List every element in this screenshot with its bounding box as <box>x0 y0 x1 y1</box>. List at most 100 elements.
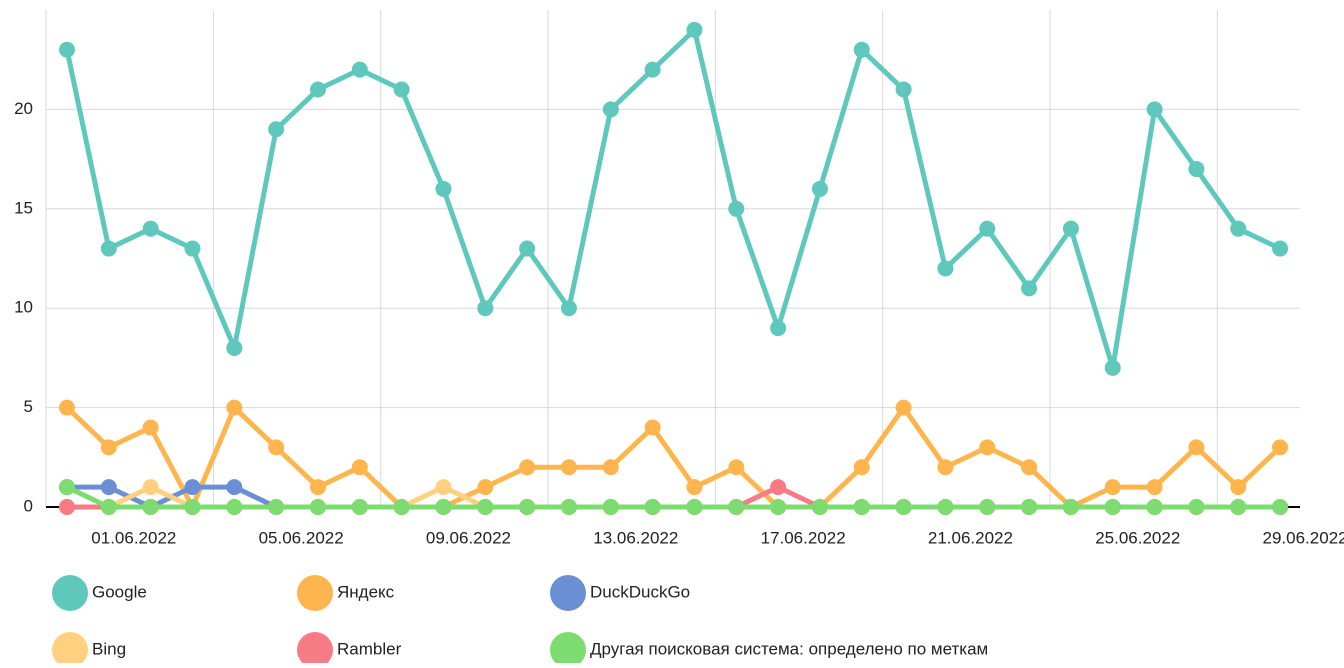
point <box>435 479 452 496</box>
point <box>1146 479 1163 496</box>
point <box>351 61 368 78</box>
point <box>100 439 117 456</box>
point <box>1021 459 1038 476</box>
point <box>1188 439 1205 456</box>
x-tick-label: 21.06.2022 <box>928 528 1013 547</box>
point <box>644 499 661 515</box>
point <box>895 81 912 98</box>
point <box>1230 220 1247 237</box>
point <box>1021 499 1038 515</box>
point <box>393 499 410 515</box>
series-line <box>65 484 1281 510</box>
point <box>184 479 201 496</box>
y-tick-label: 10 <box>14 298 33 317</box>
point <box>560 300 577 317</box>
point <box>853 41 870 58</box>
point <box>1146 101 1163 118</box>
point <box>142 419 159 436</box>
point <box>979 439 996 456</box>
point <box>728 499 745 515</box>
point <box>686 479 703 496</box>
series-line <box>67 484 1281 510</box>
point <box>728 200 745 217</box>
point <box>1104 479 1121 496</box>
series-line <box>64 27 1282 371</box>
point <box>560 459 577 476</box>
point <box>59 399 75 416</box>
legend-swatch <box>52 632 88 668</box>
y-tick-label: 15 <box>14 198 33 217</box>
point <box>1272 240 1289 257</box>
point <box>59 41 75 58</box>
x-tick-label: 01.06.2022 <box>91 528 176 547</box>
point <box>184 240 201 257</box>
point <box>59 479 75 496</box>
point <box>268 439 285 456</box>
x-tick-label: 13.06.2022 <box>593 528 678 547</box>
legend-swatch <box>52 575 88 611</box>
point <box>770 479 787 496</box>
point <box>1188 499 1205 515</box>
point <box>309 479 326 496</box>
point <box>686 21 703 38</box>
point <box>1146 499 1163 515</box>
x-tick-label: 05.06.2022 <box>259 528 344 547</box>
point <box>644 419 661 436</box>
legend-label: Google <box>92 582 147 601</box>
legend-label: DuckDuckGo <box>590 582 690 601</box>
point <box>895 399 912 416</box>
point <box>1104 359 1121 376</box>
x-tick-label: 09.06.2022 <box>426 528 511 547</box>
point <box>142 499 159 515</box>
point <box>979 220 996 237</box>
point <box>602 101 619 118</box>
point <box>393 81 410 98</box>
y-tick-label: 5 <box>24 397 33 416</box>
point <box>937 260 954 277</box>
y-tick-label: 20 <box>14 99 33 118</box>
legend-label: Яндекс <box>337 582 395 601</box>
point <box>142 479 159 496</box>
point <box>560 499 577 515</box>
point <box>937 459 954 476</box>
x-tick-label: 25.06.2022 <box>1095 528 1180 547</box>
series-line <box>67 484 1281 510</box>
point <box>1104 499 1121 515</box>
point <box>59 499 75 515</box>
point <box>937 499 954 515</box>
point <box>1188 161 1205 178</box>
point <box>811 180 828 197</box>
point <box>602 499 619 515</box>
point <box>770 499 787 515</box>
point <box>226 499 243 515</box>
point <box>1230 499 1247 515</box>
point <box>435 499 452 515</box>
point <box>351 459 368 476</box>
point <box>686 499 703 515</box>
point <box>351 499 368 515</box>
legend-swatch <box>550 632 586 668</box>
point <box>644 61 661 78</box>
point <box>728 459 745 476</box>
point <box>1272 439 1289 456</box>
point <box>142 220 159 237</box>
point <box>1272 499 1289 515</box>
point <box>226 339 243 356</box>
legend-label: Другая поисковая система: определено по … <box>590 639 988 658</box>
point <box>853 459 870 476</box>
point <box>770 320 787 337</box>
point <box>226 399 243 416</box>
point <box>100 479 117 496</box>
point <box>226 479 243 496</box>
point <box>519 240 536 257</box>
point <box>184 499 201 515</box>
point <box>477 499 494 515</box>
legend-label: Bing <box>92 639 126 658</box>
y-tick-label: 0 <box>24 496 33 515</box>
point <box>435 180 452 197</box>
point <box>895 499 912 515</box>
legend-label: Rambler <box>337 639 402 658</box>
legend-swatch <box>550 575 586 611</box>
point <box>268 121 285 138</box>
